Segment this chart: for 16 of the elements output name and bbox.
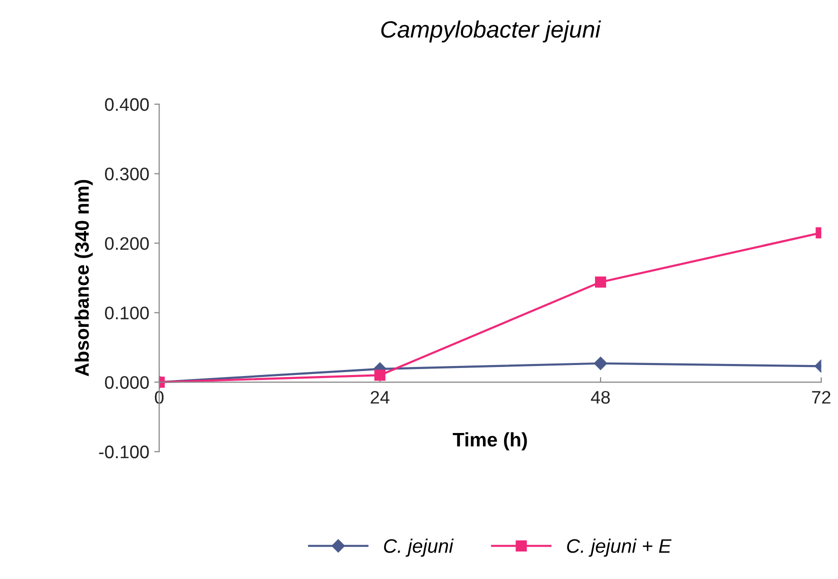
y-tick-label: -0.100: [99, 446, 149, 458]
legend-label: C. jejuni + E: [567, 538, 672, 557]
x-tick-label: 48: [590, 390, 610, 404]
chart-title: Campylobacter jejuni: [381, 20, 602, 42]
y-tick-label: 0.200: [105, 237, 149, 250]
y-tick-label: 0.100: [105, 306, 149, 320]
legend-label: C. jejuni: [384, 538, 454, 557]
x-tick-label: 72: [812, 390, 830, 404]
y-tick-label: 0.400: [105, 98, 149, 111]
x-tick-label: 0: [154, 390, 164, 404]
x-axis-title: Time (h): [452, 432, 527, 450]
x-tick-label: 24: [370, 390, 390, 404]
y-tick-label: 0.000: [105, 376, 149, 389]
point: [594, 356, 608, 370]
y-tick-label: 0.300: [105, 168, 149, 180]
y-axis-title: Absorbance (340 nm): [74, 180, 93, 376]
